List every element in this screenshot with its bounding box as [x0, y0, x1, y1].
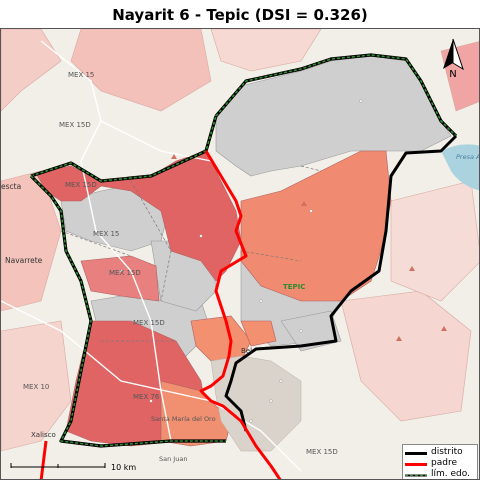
road-label-mex15-c: MEX 15 — [93, 230, 119, 238]
outer-municipal-shading — [1, 29, 479, 452]
legend-symbol-padre — [405, 463, 427, 466]
municipal-limits — [60, 165, 322, 342]
district-shaded-areas — [35, 150, 392, 447]
road-label-mex10: MEX 10 — [23, 383, 49, 391]
road-label-mex15d-d: MEX 15D — [133, 319, 165, 327]
place-label-bel: Bel — [241, 347, 252, 355]
legend-label-distrito: distrito — [431, 447, 463, 457]
legend-symbol-distrito — [405, 452, 427, 455]
road-label-mex15d-a: MEX 15D — [59, 121, 91, 129]
place-label-escta: escta — [1, 182, 21, 191]
legend-label-edo: lím. edo. — [431, 469, 470, 479]
map-legend: distrito padre lím. edo. lím. munic. cas… — [402, 444, 478, 479]
state-limit — [29, 53, 458, 448]
tepic-urban-area — [210, 355, 302, 452]
scale-bar-label: 10 km — [111, 463, 136, 472]
legend-item-padre: padre — [405, 458, 477, 470]
padre-boundary — [199, 150, 282, 479]
place-label-presa: Presa Aguamilpa — [456, 153, 480, 161]
legend-item-edo: lím. edo. — [405, 469, 477, 479]
north-arrow-label: N — [449, 69, 456, 80]
map-canvas[interactable]: MEX 15 MEX 15D MEX 15D MEX 15 MEX 15D ME… — [0, 28, 480, 480]
road-label-mex15-a: MEX 15 — [68, 71, 94, 79]
road-label-mex76: MEX 76 — [133, 393, 160, 401]
legend-label-padre: padre — [431, 458, 457, 468]
road-label-mex15d-c: MEX 15D — [109, 269, 141, 277]
map-title: Nayarit 6 - Tepic (DSI = 0.326) — [112, 6, 368, 24]
place-label-santa-maria: Santa María del Oro — [151, 415, 216, 423]
reservoir-water — [441, 144, 479, 191]
road-label-mex15d-e: MEX 15D — [306, 448, 338, 456]
casilla-points — [119, 99, 363, 423]
padre-boundary-west — [39, 440, 48, 479]
place-label-navarrete: Navarrete — [5, 256, 43, 265]
place-label-san-juan: San Juan — [159, 455, 187, 463]
place-label-xalisco: Xalisco — [31, 431, 56, 439]
peak-markers — [171, 154, 447, 341]
road-label-mex15d-b: MEX 15D — [65, 181, 97, 189]
legend-item-distrito: distrito — [405, 447, 477, 459]
scale-bar: 10 km — [10, 463, 136, 472]
district-boundary — [224, 134, 458, 432]
place-label-tepic: TEPIC — [283, 283, 305, 291]
north-arrow: N — [443, 38, 464, 80]
legend-symbol-edo — [405, 474, 427, 477]
